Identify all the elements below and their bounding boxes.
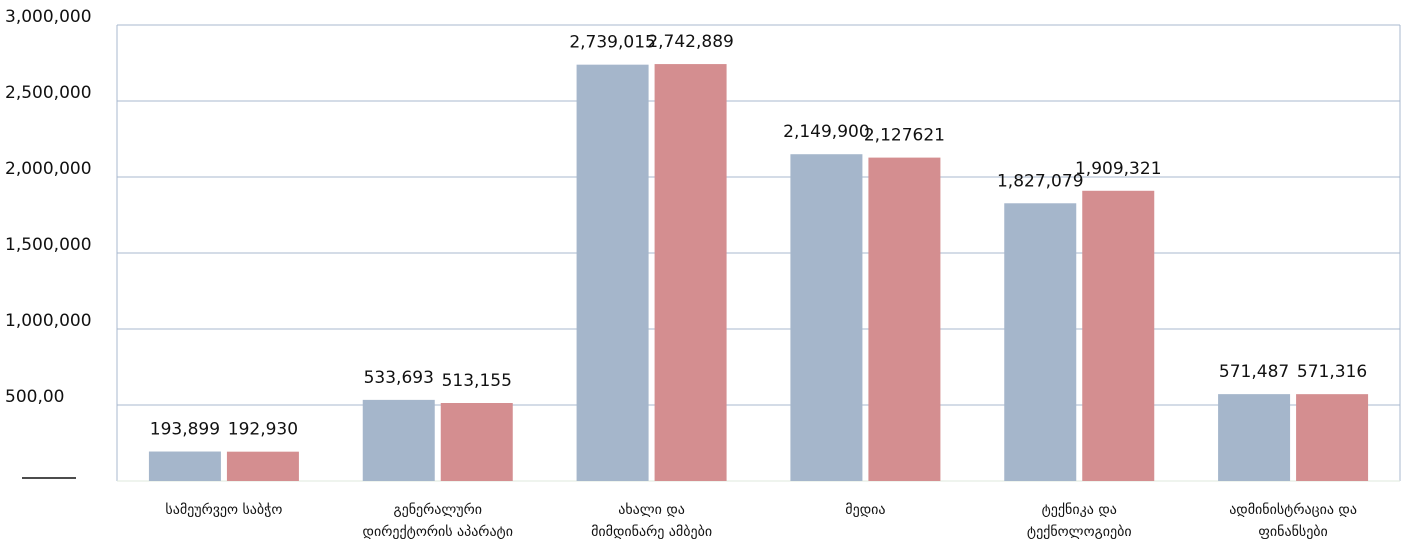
y-tick-label: 2,000,000 [5,159,92,179]
bar [362,399,435,481]
value-label: 571,487 [1219,362,1289,382]
bar [440,403,513,481]
value-label: 533,693 [364,368,434,388]
value-label: 571,316 [1297,362,1367,382]
x-tick-label: მედია [845,502,885,518]
x-tick-label: ფინანსები [1258,524,1327,540]
value-label: 1,909,321 [1075,159,1162,179]
bar [1082,190,1155,481]
value-label: 2,149,900 [783,122,870,142]
value-label: 513,155 [442,371,512,391]
x-tick-label: სამეურვეო საბჭო [165,501,282,518]
y-tick-label: 1,500,000 [5,235,92,255]
value-label: 2,127621 [864,126,945,146]
value-label: 2,742,889 [647,32,734,52]
y-tick-label: 500,00 [5,387,64,407]
x-tick-label: ტექნოლოგიები [1027,524,1132,540]
bar [868,157,941,481]
bar [576,64,649,481]
y-tick-label: 3,000,000 [5,7,92,27]
y-tick-label: 2,500,000 [5,83,92,103]
x-tick-label: მიმდინარე ამბები [591,523,712,540]
bar [1218,394,1291,481]
value-label: 193,899 [150,420,220,440]
x-tick-label: ახალი და [618,502,685,518]
x-tick-label: გენერალური [393,501,482,518]
value-label: 2,739,015 [569,33,656,53]
x-tick-label: დირექტორის აპარატი [363,523,513,540]
bar [790,154,863,481]
value-label: 192,930 [228,420,298,440]
value-label: 1,827,079 [997,171,1084,191]
bar [654,64,727,481]
x-tick-label: ადმინისტრაცია და [1229,501,1357,518]
y-tick-label: 1,000,000 [5,311,92,331]
x-tick-label: ტექნიკა და [1042,502,1117,518]
bar [1004,203,1077,481]
bar [148,451,221,481]
bar [1296,394,1369,481]
bar [226,451,299,481]
